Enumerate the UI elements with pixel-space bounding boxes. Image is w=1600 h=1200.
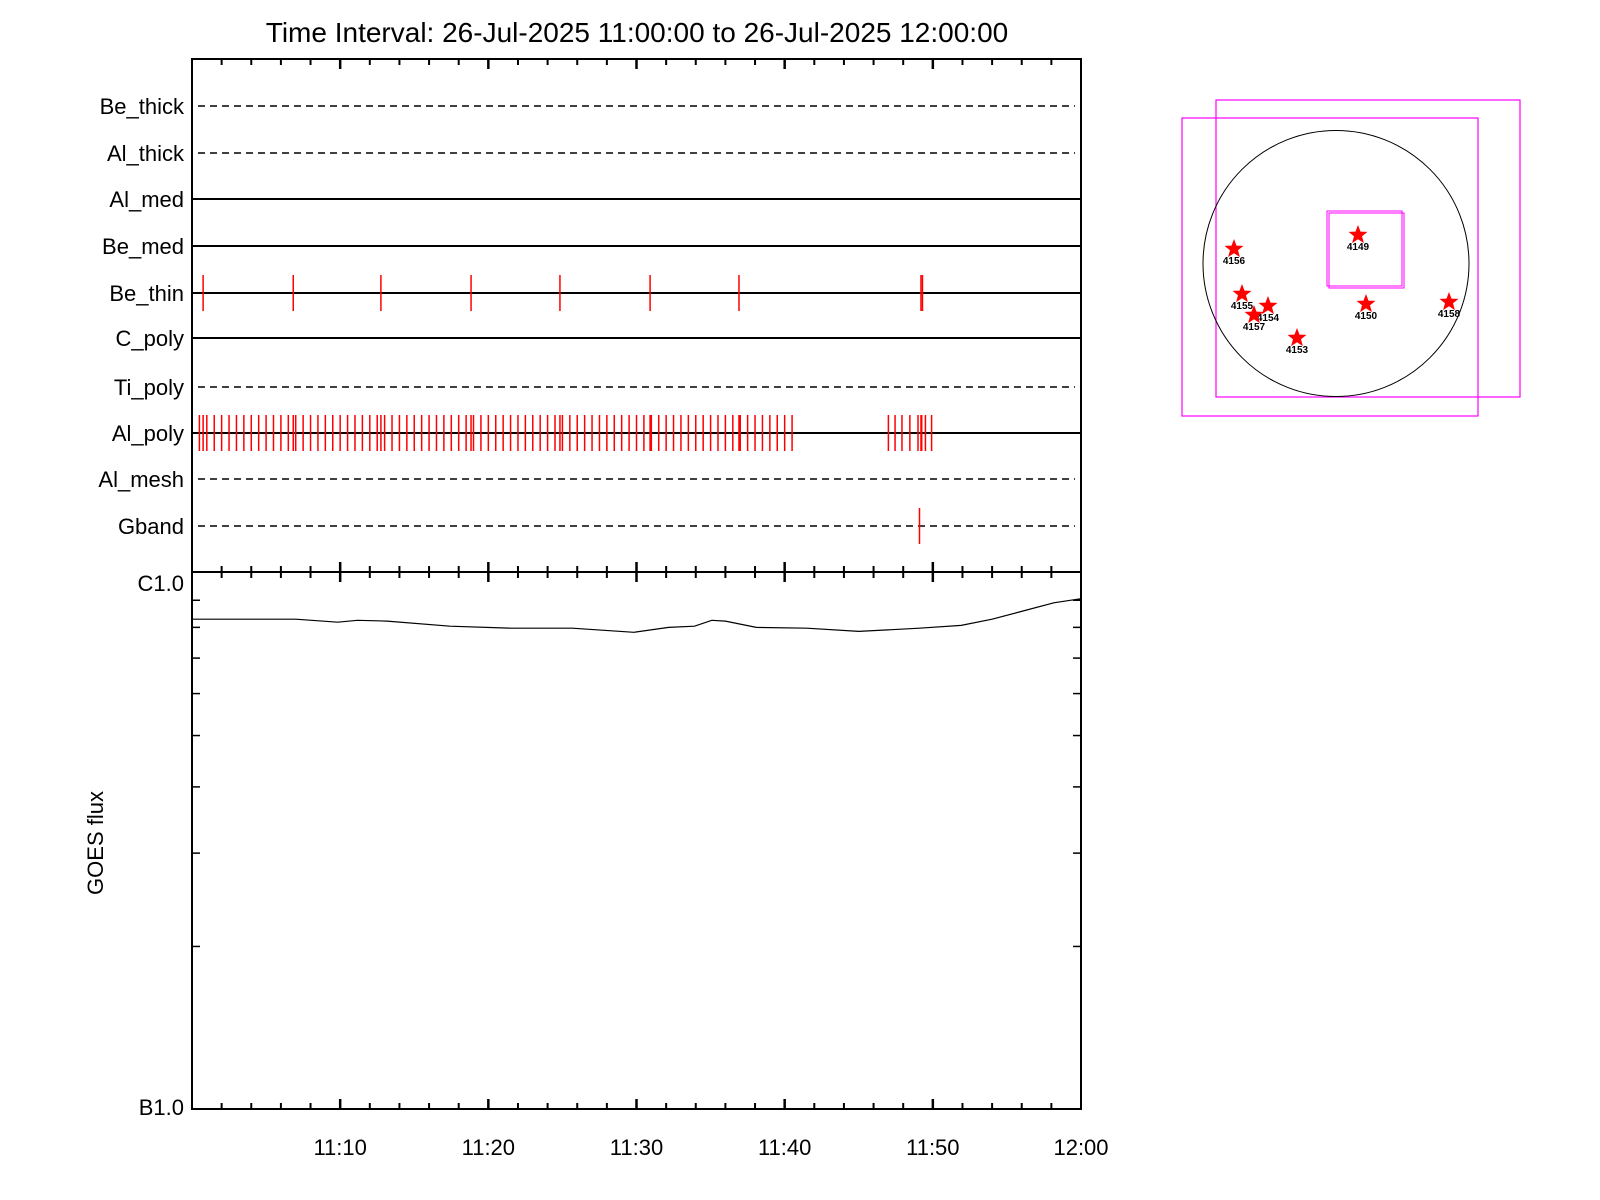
row-label: Ti_poly: [114, 375, 184, 400]
fov-box: [1181, 117, 1479, 417]
fov-box: [1326, 210, 1403, 287]
region-label: 4157: [1243, 322, 1266, 333]
star-icon: [1439, 292, 1459, 311]
chart-title: Time Interval: 26-Jul-2025 11:00:00 to 2…: [266, 17, 1008, 48]
region-label: 4155: [1231, 301, 1254, 312]
region-label: 4156: [1223, 256, 1246, 267]
star-icon: [1232, 284, 1252, 303]
row-label: C_poly: [116, 326, 184, 351]
star-icon: [1224, 239, 1244, 258]
active-region-4157: 4157: [1243, 305, 1266, 333]
fov-box: [1328, 212, 1405, 289]
x-tick-label: 11:30: [610, 1135, 663, 1160]
x-tick-label: 11:20: [462, 1135, 515, 1160]
row-be-med: Be_med: [102, 234, 1081, 259]
row-label: Be_thick: [100, 94, 185, 119]
region-label: 4158: [1438, 309, 1461, 320]
row-c-poly: C_poly: [116, 326, 1081, 351]
goes-flux-line: [192, 598, 1082, 633]
filter-timeline-panel: Be_thick Al_thick Al_med Be_med Be_thin C_pol…: [98, 58, 1082, 1109]
x-tick-label: 11:40: [758, 1135, 811, 1160]
row-label: Al_poly: [112, 421, 184, 446]
row-label: Be_thin: [109, 281, 184, 306]
active-region-4153: 4153: [1286, 328, 1309, 356]
star-icon: [1287, 328, 1307, 347]
star-icon: [1244, 305, 1264, 324]
x-tick-label: 12:00: [1053, 1135, 1108, 1160]
solar-disk: [1202, 130, 1470, 397]
star-icon: [1348, 225, 1368, 244]
row-be-thin: Be_thin: [109, 275, 1081, 311]
row-al-mesh: Al_mesh: [98, 467, 1075, 492]
star-icon: [1356, 294, 1376, 313]
active-region-4154: 4154: [1257, 296, 1280, 324]
x-tick-label: 11:10: [313, 1135, 366, 1160]
bottom-plot-frame: [191, 571, 1082, 1110]
row-label: Al_med: [109, 187, 184, 212]
row-al-poly: Al_poly: [112, 415, 1081, 451]
row-ti-poly: Ti_poly: [114, 375, 1075, 400]
row-label: Al_mesh: [98, 467, 184, 492]
active-region-4149: 4149: [1347, 225, 1370, 253]
top-plot-frame: [191, 58, 1082, 573]
row-label: Gband: [118, 514, 184, 539]
active-region-4155: 4155: [1231, 284, 1254, 312]
active-region-4150: 4150: [1355, 294, 1378, 322]
star-icon: [1258, 296, 1278, 315]
region-label: 4150: [1355, 311, 1378, 322]
region-label: 4153: [1286, 345, 1309, 356]
row-label: Al_thick: [107, 141, 185, 166]
row-al-thick: Al_thick: [107, 141, 1075, 166]
fov-box: [1215, 99, 1521, 398]
goes-flux-panel: 11:10 11:20 11:30 11:40 11:50 12:00 B1.0 C1.0 GO…: [83, 571, 1109, 1160]
active-region-4156: 4156: [1223, 239, 1246, 267]
row-be-thick: Be_thick: [100, 94, 1075, 119]
region-label: 4149: [1347, 242, 1370, 253]
active-region-4158: 4158: [1438, 292, 1461, 320]
y-axis-label: GOES flux: [83, 791, 108, 895]
row-gband: Gband: [118, 508, 1075, 544]
y-tick-label: B1.0: [139, 1095, 184, 1120]
x-tick-label: 11:50: [906, 1135, 959, 1160]
row-al-med: Al_med: [109, 187, 1081, 212]
y-tick-label: C1.0: [138, 571, 184, 596]
row-label: Be_med: [102, 234, 184, 259]
region-label: 4154: [1257, 313, 1280, 324]
